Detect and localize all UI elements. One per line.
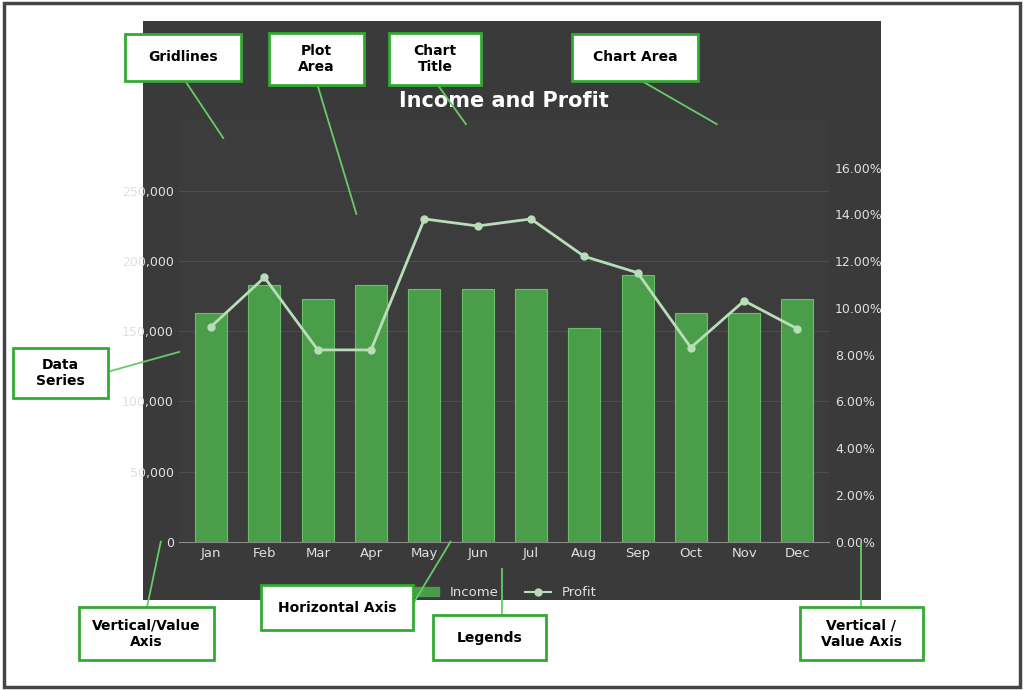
Text: Vertical/Value
Axis: Vertical/Value Axis (92, 618, 201, 649)
Legend: Income, Profit: Income, Profit (407, 581, 602, 604)
Text: Legends: Legends (457, 631, 522, 645)
Text: Horizontal Axis: Horizontal Axis (278, 600, 396, 615)
Text: Vertical /
Value Axis: Vertical / Value Axis (820, 618, 902, 649)
Bar (462, 289, 494, 542)
Bar (515, 289, 547, 542)
Title: Income and Profit: Income and Profit (399, 91, 609, 111)
Text: Data
Series: Data Series (36, 358, 85, 388)
Bar (568, 328, 600, 542)
Bar (622, 275, 653, 542)
Bar (249, 285, 281, 542)
Bar (355, 285, 387, 542)
Text: Plot
Area: Plot Area (298, 44, 335, 74)
Bar (781, 299, 813, 542)
Text: Gridlines: Gridlines (148, 50, 217, 64)
Text: Chart Area: Chart Area (593, 50, 678, 64)
Bar (302, 299, 334, 542)
Text: Chart
Title: Chart Title (414, 44, 457, 74)
Bar (196, 313, 227, 542)
Bar (409, 289, 440, 542)
Bar (675, 313, 707, 542)
Bar (728, 313, 760, 542)
